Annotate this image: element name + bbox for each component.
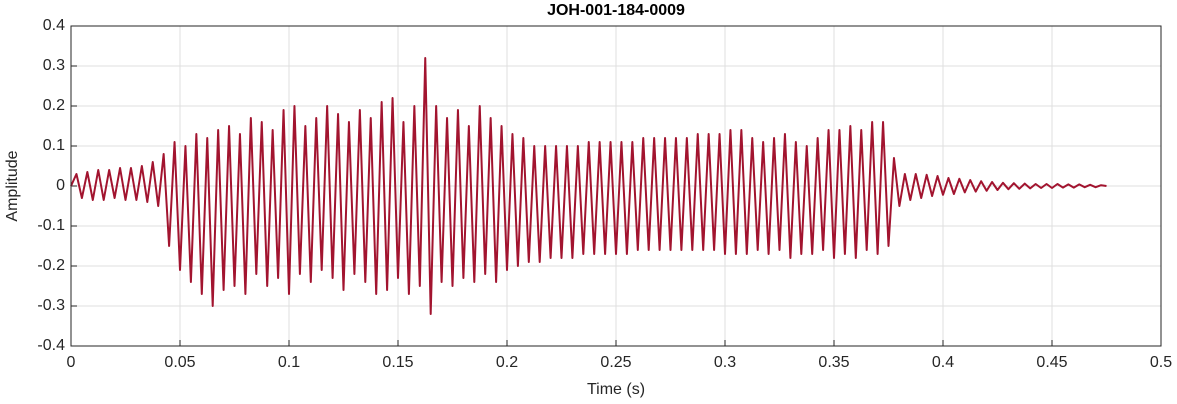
x-tick-label: 0.35 xyxy=(818,354,849,371)
y-tick-label: 0.2 xyxy=(43,97,65,114)
y-tick-label: 0.3 xyxy=(43,57,65,74)
x-tick-label: 0.3 xyxy=(714,354,736,371)
chart-title: JOH-001-184-0009 xyxy=(547,2,685,19)
y-tick-label: -0.2 xyxy=(37,257,65,274)
waveform-line xyxy=(70,57,1107,315)
x-tick-label: 0.4 xyxy=(932,354,954,371)
x-tick-label: 0.25 xyxy=(600,354,631,371)
y-tick-label: 0.1 xyxy=(43,137,65,154)
x-tick-label: 0.5 xyxy=(1150,354,1172,371)
x-axis-label: Time (s) xyxy=(587,381,645,398)
y-tick-label: -0.3 xyxy=(37,297,65,314)
y-tick-label: 0.4 xyxy=(43,17,65,34)
x-tick-label: 0.45 xyxy=(1036,354,1067,371)
x-tick-label: 0.2 xyxy=(496,354,518,371)
y-tick-label: -0.1 xyxy=(37,217,65,234)
x-tick-label: 0.05 xyxy=(164,354,195,371)
y-axis-label: Amplitude xyxy=(4,150,21,221)
x-tick-label: 0 xyxy=(67,354,76,371)
x-tick-label: 0.1 xyxy=(278,354,300,371)
y-tick-label: 0 xyxy=(56,177,65,194)
plot-frame xyxy=(70,25,1162,347)
x-tick-label: 0.15 xyxy=(382,354,413,371)
y-tick-label: -0.4 xyxy=(37,337,65,354)
